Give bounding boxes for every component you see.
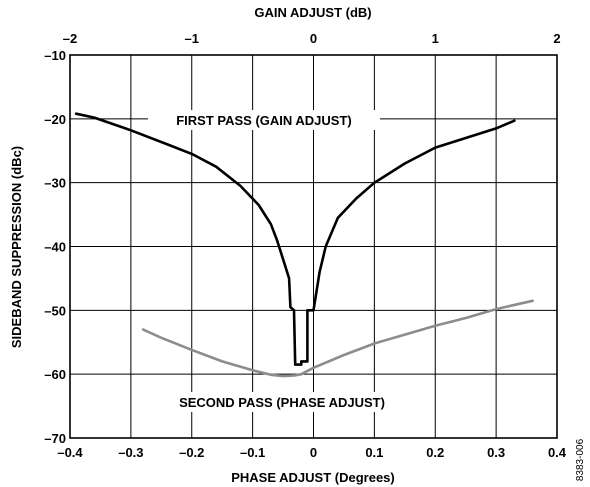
y-tick-label: –40 (44, 240, 66, 255)
x-tick-label: –0.2 (179, 445, 204, 460)
figure-code: 8383-006 (575, 438, 586, 481)
annotation-first-pass-backdrop (148, 110, 380, 130)
y-tick-label: –60 (44, 367, 66, 382)
y-tick-label: –30 (44, 176, 66, 191)
top-x-tick-label: 1 (432, 31, 439, 46)
top-axis-title: GAIN ADJUST (dB) (254, 5, 371, 20)
y-tick-label: –20 (44, 112, 66, 127)
x-tick-label: 0.4 (548, 445, 567, 460)
series-group (74, 112, 534, 378)
top-x-tick-label: 2 (553, 31, 560, 46)
y-axis-title: SIDEBAND SUPPRESSION (dBc) (9, 146, 24, 348)
series-line-second-pass (141, 299, 534, 378)
top-x-tick-label: –2 (63, 31, 77, 46)
x-tick-label: 0 (310, 445, 317, 460)
series-line-first-pass (74, 112, 516, 366)
annotation-second-pass: SECOND PASS (PHASE ADJUST) (179, 395, 385, 410)
x-tick-label: 0.2 (426, 445, 444, 460)
x-tick-label: 0.1 (365, 445, 383, 460)
top-x-tick-label: 0 (310, 31, 317, 46)
tick-labels: –0.4 –0.3 –0.2 –0.1 0 0.1 0.2 0.3 0.4–2 –1 0 1 2–70–… (44, 31, 567, 460)
x-axis-title: PHASE ADJUST (Degrees) (231, 470, 395, 485)
annotation-second-pass-backdrop (150, 392, 414, 412)
x-tick-label: –0.4 (57, 445, 83, 460)
x-tick-label: –0.1 (240, 445, 265, 460)
plot-frame (69, 54, 558, 439)
y-tick-label: –50 (44, 303, 66, 318)
annotation-first-pass: FIRST PASS (GAIN ADJUST) (176, 113, 352, 128)
x-tick-label: 0.3 (487, 445, 505, 460)
x-tick-label: –0.3 (118, 445, 143, 460)
top-x-tick-label: –1 (185, 31, 199, 46)
y-tick-label: –70 (44, 431, 66, 446)
y-tick-label: –10 (44, 48, 66, 63)
